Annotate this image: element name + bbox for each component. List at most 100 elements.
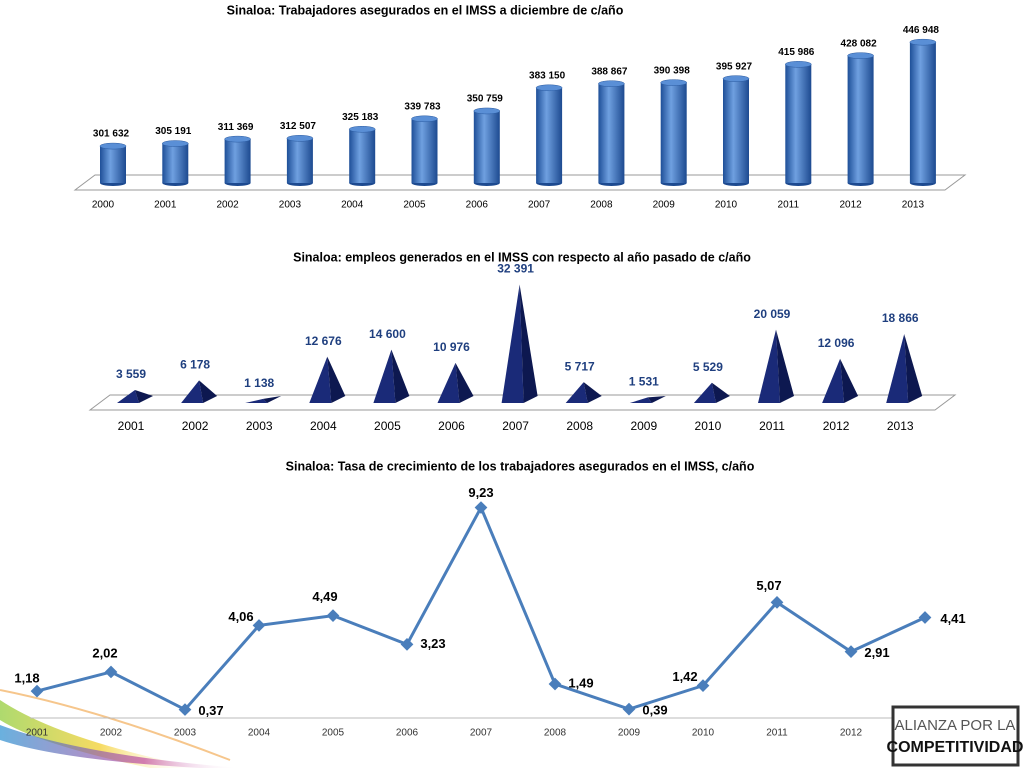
data-label: 9,23 [468, 485, 493, 500]
cylinder-top [909, 38, 937, 46]
marker [30, 684, 44, 698]
bar [162, 143, 189, 183]
cylinder-top [286, 135, 314, 142]
bar [536, 87, 563, 183]
x-tick-label: 2012 [839, 200, 862, 211]
x-tick-label: 2013 [887, 419, 914, 433]
marker [474, 501, 488, 514]
x-tick-label: 2002 [182, 419, 209, 433]
x-tick-label: 2001 [154, 200, 177, 211]
pyramid-side [519, 284, 538, 403]
data-label: 1 138 [244, 376, 274, 390]
logo: ALIANZA POR LA COMPETITIVIDAD [887, 705, 1023, 767]
data-label: 20 059 [754, 307, 791, 321]
x-tick-label: 2008 [544, 728, 567, 739]
cylinder-top [598, 80, 625, 87]
data-label: 5 529 [693, 360, 723, 374]
pyramid-side [263, 396, 282, 403]
bar [909, 42, 936, 184]
bar [286, 138, 313, 183]
pyramid-side [904, 334, 923, 403]
pyramid [117, 389, 139, 403]
data-label: 12 096 [818, 336, 855, 350]
x-tick-label: 2013 [902, 200, 925, 211]
pyramid-side [455, 362, 474, 403]
data-label: 4,06 [228, 609, 253, 624]
pyramid [822, 358, 845, 403]
data-label: 32 391 [497, 262, 534, 276]
chart-title: Sinaloa: Tasa de crecimiento de los trab… [286, 459, 755, 473]
x-tick-label: 2007 [528, 200, 551, 211]
x-tick-label: 2010 [695, 419, 722, 433]
logo-text: ALIANZA POR LA [895, 717, 1016, 734]
x-tick-label: 2002 [216, 200, 239, 211]
cylinder-top [224, 135, 251, 143]
cylinder-top [785, 61, 812, 68]
pyramid [758, 329, 780, 403]
pyramid-side [776, 329, 794, 403]
chart-title: Sinaloa: empleos generados en el IMSS co… [293, 250, 751, 264]
x-tick-label: 2005 [374, 419, 401, 433]
pyramid [437, 362, 460, 403]
marker [918, 611, 932, 624]
x-tick-label: 2003 [279, 200, 302, 211]
data-label: 3 559 [116, 367, 146, 381]
pyramid-side [647, 396, 666, 403]
x-tick-label: 2012 [840, 728, 863, 739]
data-label: 311 369 [218, 122, 254, 133]
data-label: 3,23 [420, 636, 445, 651]
x-tick-label: 2001 [118, 419, 145, 433]
pyramid [886, 334, 909, 403]
data-label: 6 178 [180, 358, 210, 372]
data-label: 305 191 [155, 126, 192, 137]
data-label: 1,18 [14, 671, 39, 686]
data-label: 301 632 [93, 129, 130, 140]
data-label: 446 948 [903, 25, 940, 36]
data-label: 4,49 [312, 589, 337, 604]
x-tick-label: 2000 [92, 200, 115, 211]
pyramid [693, 382, 716, 403]
bar [598, 83, 625, 183]
data-label: 339 783 [404, 101, 441, 112]
cylinder-top [99, 142, 127, 150]
x-tick-label: 2003 [246, 419, 273, 433]
pyramid [373, 349, 396, 403]
data-label: 2,02 [92, 645, 117, 660]
cylinder-top [847, 52, 874, 59]
cylinder-top [162, 140, 189, 147]
pyramid [309, 356, 332, 403]
pyramid-side [583, 382, 602, 403]
x-tick-label: 2007 [502, 419, 529, 433]
data-label: 415 986 [778, 47, 815, 58]
marker [622, 702, 636, 716]
cylinder-top [411, 115, 438, 123]
x-tick-label: 2004 [341, 200, 364, 211]
marker [326, 609, 340, 622]
x-tick-label: 2011 [778, 200, 800, 211]
data-label: 18 866 [882, 311, 919, 325]
data-label: 14 600 [369, 327, 406, 341]
cylinder-top [535, 84, 563, 92]
floor [73, 174, 967, 191]
data-label: 5,07 [756, 578, 781, 593]
marker [400, 637, 414, 651]
data-label: 383 150 [529, 70, 566, 81]
x-tick-label: 2009 [653, 200, 676, 211]
bar [847, 55, 874, 183]
pyramid [501, 284, 524, 403]
bar [349, 129, 376, 183]
x-tick-label: 2011 [766, 728, 788, 739]
x-tick-label: 2007 [470, 728, 493, 739]
pyramid [245, 398, 268, 403]
x-tick-label: 2006 [396, 728, 419, 739]
x-tick-label: 2001 [26, 728, 49, 739]
cylinder-top [722, 75, 750, 82]
data-label: 0,39 [642, 703, 667, 718]
marker [548, 677, 562, 691]
pyramid-side [327, 356, 346, 403]
data-label: 388 867 [591, 66, 628, 77]
x-tick-label: 2006 [438, 419, 465, 433]
bar [411, 118, 438, 183]
bar [100, 146, 126, 183]
